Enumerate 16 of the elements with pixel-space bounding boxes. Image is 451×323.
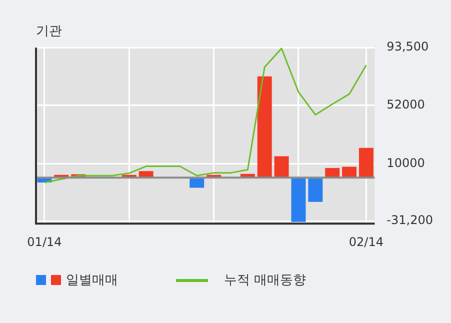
bar	[291, 178, 306, 222]
bar	[342, 166, 357, 178]
bar	[308, 178, 323, 202]
legend-label: 누적 매매동향	[224, 272, 306, 289]
bar	[274, 156, 289, 178]
chart-title: 기관	[36, 24, 62, 40]
bar	[257, 76, 272, 178]
bar	[190, 178, 204, 188]
y-tick-label: 52000	[386, 97, 425, 112]
x-tick-label: 01/14	[27, 234, 62, 249]
y-tick-label: 93,500	[386, 40, 429, 54]
x-tick-label: 02/14	[348, 234, 384, 249]
y-tick-label: -31,200	[386, 213, 434, 228]
y-tick-label: 10000	[386, 156, 425, 170]
bar	[358, 148, 374, 178]
legend-label: 일별매매	[66, 272, 118, 289]
